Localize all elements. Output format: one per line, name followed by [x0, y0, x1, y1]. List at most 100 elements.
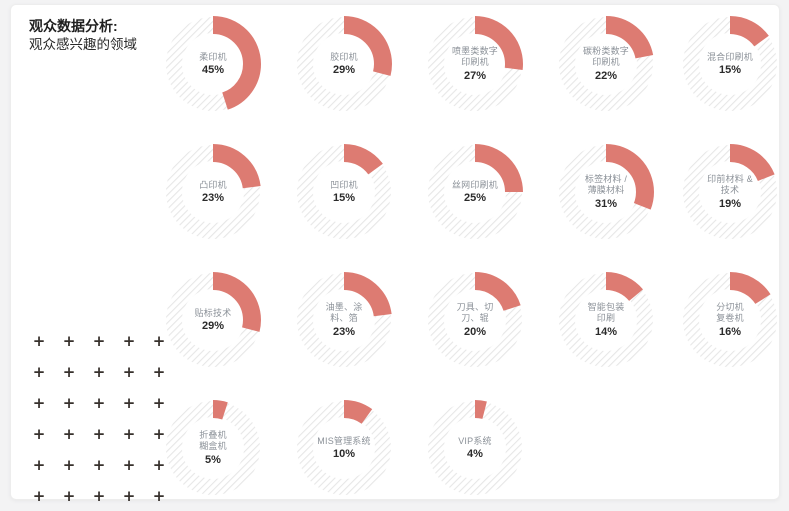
- plus-icon: +: [152, 424, 166, 443]
- donut-label: 混合印刷机: [706, 51, 753, 62]
- donut-center-text: 标签材料 / 薄膜材料 31%: [574, 160, 638, 224]
- donut-chart: 贴标技术 29%: [163, 270, 263, 370]
- donut-label: VIP系统: [458, 435, 492, 446]
- donut-label: 折叠机 糊盒机: [199, 430, 227, 451]
- donut-value: 5%: [205, 453, 221, 466]
- donut-chart: 凸印机 23%: [163, 142, 263, 242]
- donut-center-text: 折叠机 糊盒机 5%: [181, 416, 245, 480]
- donut-label: 喷墨类数字 印刷机: [451, 46, 498, 67]
- donut-value-arc: [558, 16, 654, 112]
- donut-center-text: MIS管理系统 10%: [312, 416, 376, 480]
- donut-value-arc: [296, 144, 392, 240]
- plus-icon: +: [32, 424, 46, 443]
- donut-value: 16%: [718, 325, 742, 338]
- donut-value: 10%: [332, 448, 356, 461]
- donut-value-arc: [427, 400, 523, 496]
- donut-label: 丝网印刷机: [451, 179, 498, 190]
- donut-chart: 丝网印刷机 25%: [425, 142, 525, 242]
- donut-value-arc: [296, 400, 392, 496]
- plus-icon: +: [122, 486, 136, 505]
- page-subtitle: 观众感兴趣的领域: [29, 36, 137, 52]
- donut-label: 凹印机: [330, 179, 358, 190]
- plus-icon: +: [92, 486, 106, 505]
- donut-center-text: 分切机 复卷机 16%: [698, 288, 762, 352]
- donut-value-arc: [682, 272, 778, 368]
- plus-pattern: + + + + + + + + + + + + + + + + + + + + + + + + + + + + + +: [24, 325, 174, 511]
- donut-value-arc: [165, 144, 261, 240]
- donut-value: 31%: [594, 197, 618, 210]
- plus-icon: +: [122, 455, 136, 474]
- donut-center-text: 碳粉类数字 印刷机 22%: [574, 32, 638, 96]
- donut-center-text: 丝网印刷机 25%: [443, 160, 507, 224]
- donut-value-arc: [558, 272, 654, 368]
- donut-label: 胶印机: [330, 51, 358, 62]
- donut-center-text: 智能包装 印刷 14%: [574, 288, 638, 352]
- donut-label: 分切机 复卷机: [716, 302, 744, 323]
- donut-chart: 折叠机 糊盒机 5%: [163, 398, 263, 498]
- donut-value-arc: [165, 400, 261, 496]
- plus-icon: +: [62, 455, 76, 474]
- slide-card: 观众数据分析: 观众感兴趣的领域 + + + + + + + + + + + + + + + + + + + + + + +…: [10, 4, 780, 505]
- donut-chart: 标签材料 / 薄膜材料 31%: [556, 142, 656, 242]
- plus-icon: +: [62, 331, 76, 350]
- donut-value: 27%: [463, 69, 487, 82]
- donut-value: 25%: [463, 192, 487, 205]
- plus-icon: +: [62, 424, 76, 443]
- donut-value-arc: [165, 16, 261, 112]
- donut-value: 22%: [594, 69, 618, 82]
- plus-icon: +: [122, 393, 136, 412]
- donut-label: 碳粉类数字 印刷机: [582, 46, 629, 67]
- donut-value-arc: [558, 144, 654, 240]
- donut-label: 凸印机: [199, 179, 227, 190]
- donut-chart: 碳粉类数字 印刷机 22%: [556, 14, 656, 114]
- page-title: 观众数据分析:: [29, 18, 118, 34]
- donut-label: 印前材料 & 技术: [707, 174, 753, 195]
- plus-icon: +: [62, 393, 76, 412]
- donut-chart: 凹印机 15%: [294, 142, 394, 242]
- donut-label: 标签材料 / 薄膜材料: [584, 174, 628, 195]
- plus-icon: +: [152, 455, 166, 474]
- donut-center-text: 喷墨类数字 印刷机 27%: [443, 32, 507, 96]
- donut-chart: 印前材料 & 技术 19%: [680, 142, 780, 242]
- donut-chart: 柔印机 45%: [163, 14, 263, 114]
- plus-icon: +: [152, 486, 166, 505]
- plus-icon: +: [92, 362, 106, 381]
- donut-value-arc: [682, 16, 778, 112]
- donut-chart: 混合印刷机 15%: [680, 14, 780, 114]
- donut-center-text: 胶印机 29%: [312, 32, 376, 96]
- donut-label: 智能包装 印刷: [587, 302, 625, 323]
- donut-value: 15%: [332, 192, 356, 205]
- plus-icon: +: [152, 393, 166, 412]
- donut-chart: 智能包装 印刷 14%: [556, 270, 656, 370]
- plus-icon: +: [32, 486, 46, 505]
- donut-chart: VIP系统 4%: [425, 398, 525, 498]
- plus-icon: +: [32, 393, 46, 412]
- plus-icon: +: [122, 362, 136, 381]
- donut-value-arc: [296, 272, 392, 368]
- plus-icon: +: [92, 424, 106, 443]
- plus-icon: +: [122, 424, 136, 443]
- donut-value-arc: [427, 272, 523, 368]
- donut-center-text: 印前材料 & 技术 19%: [698, 160, 762, 224]
- donut-value: 23%: [332, 325, 356, 338]
- plus-icon: +: [62, 486, 76, 505]
- donut-label: 柔印机: [199, 51, 227, 62]
- donut-center-text: 贴标技术 29%: [181, 288, 245, 352]
- plus-icon: +: [92, 455, 106, 474]
- plus-icon: +: [62, 362, 76, 381]
- donut-value: 29%: [332, 64, 356, 77]
- donut-value: 29%: [201, 320, 225, 333]
- donut-center-text: 凹印机 15%: [312, 160, 376, 224]
- donut-label: 刀具、切 刀、辊: [456, 302, 494, 323]
- donut-center-text: 油墨、涂 料、箔 23%: [312, 288, 376, 352]
- donut-center-text: 柔印机 45%: [181, 32, 245, 96]
- donut-value: 19%: [718, 197, 742, 210]
- donut-value: 15%: [718, 64, 742, 77]
- donut-value: 23%: [201, 192, 225, 205]
- donut-label: 油墨、涂 料、箔: [325, 302, 363, 323]
- donut-chart: 分切机 复卷机 16%: [680, 270, 780, 370]
- donut-value-arc: [427, 16, 523, 112]
- donut-value-arc: [427, 144, 523, 240]
- plus-icon: +: [32, 455, 46, 474]
- donut-chart: 胶印机 29%: [294, 14, 394, 114]
